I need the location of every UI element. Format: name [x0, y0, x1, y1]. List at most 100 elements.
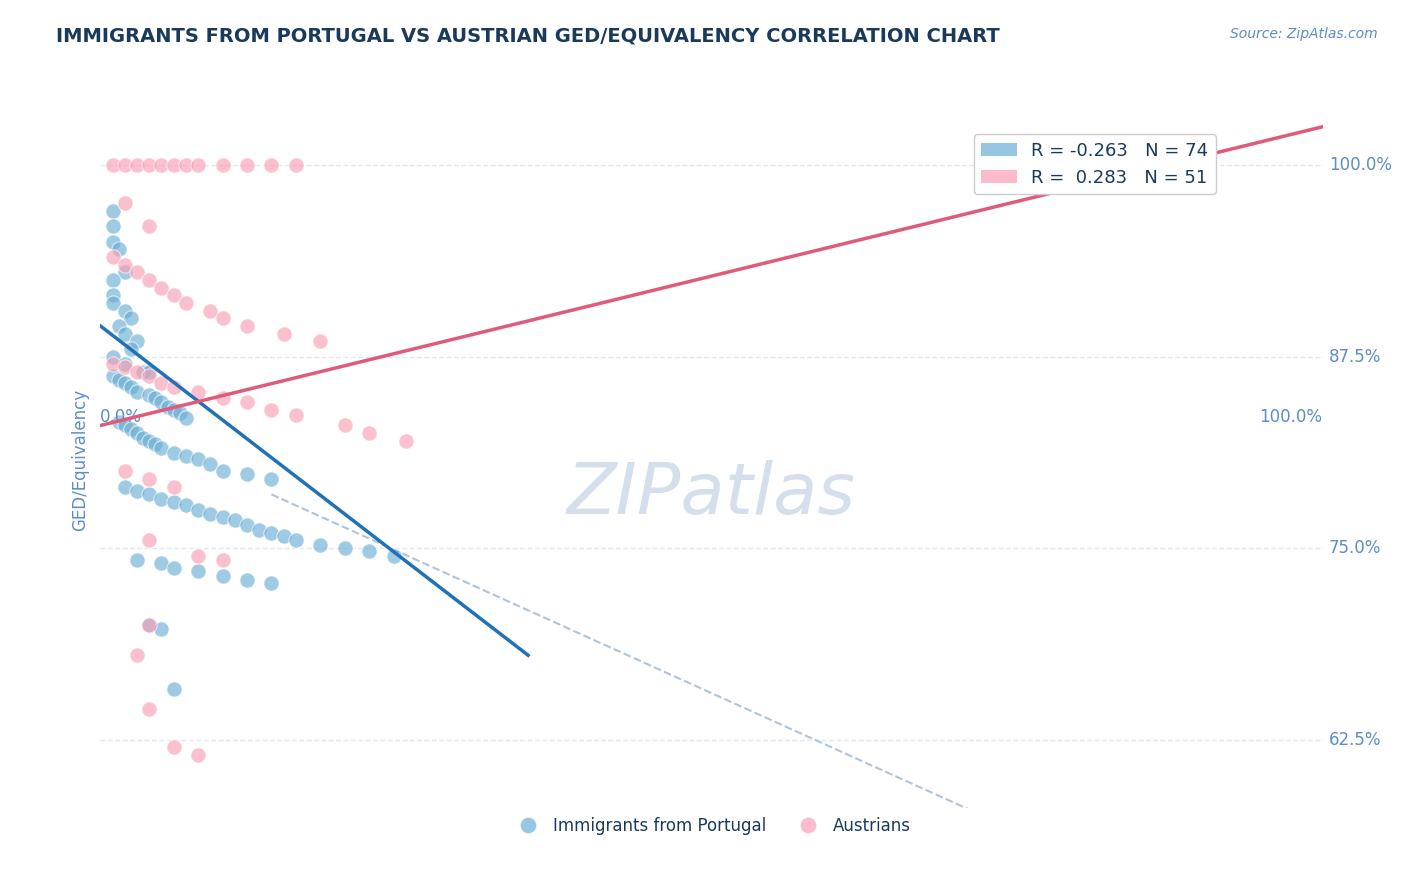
Point: [187, 747, 209, 762]
Point: [125, 384, 148, 399]
Point: [174, 498, 197, 512]
Point: [138, 487, 160, 501]
Point: [211, 568, 233, 582]
Point: [211, 465, 233, 479]
Point: [101, 357, 124, 371]
Point: [101, 235, 124, 249]
Point: [187, 384, 209, 399]
Point: [101, 288, 124, 302]
Point: [138, 365, 160, 379]
Point: [150, 442, 173, 456]
Text: 87.5%: 87.5%: [1329, 348, 1381, 366]
Point: [132, 365, 155, 379]
Point: [211, 510, 233, 524]
Point: [143, 437, 166, 451]
Point: [395, 434, 418, 448]
Point: [114, 360, 136, 375]
Text: 62.5%: 62.5%: [1329, 731, 1381, 748]
Point: [101, 250, 124, 264]
Text: 100.0%: 100.0%: [1329, 156, 1392, 174]
Point: [163, 561, 186, 575]
Point: [260, 472, 283, 486]
Text: IMMIGRANTS FROM PORTUGAL VS AUSTRIAN GED/EQUIVALENCY CORRELATION CHART: IMMIGRANTS FROM PORTUGAL VS AUSTRIAN GED…: [56, 27, 1000, 45]
Text: 0.0%: 0.0%: [100, 408, 142, 425]
Point: [107, 242, 129, 256]
Point: [273, 529, 295, 543]
Point: [150, 280, 173, 294]
Point: [125, 265, 148, 279]
Point: [125, 553, 148, 567]
Point: [138, 617, 160, 632]
Point: [163, 403, 186, 417]
Point: [163, 380, 186, 394]
Point: [163, 480, 186, 494]
Point: [260, 525, 283, 540]
Point: [211, 553, 233, 567]
Point: [114, 480, 136, 494]
Point: [107, 318, 129, 333]
Point: [138, 273, 160, 287]
Point: [150, 557, 173, 571]
Point: [138, 158, 160, 172]
Point: [359, 544, 381, 558]
Point: [125, 484, 148, 499]
Point: [247, 523, 270, 537]
Point: [273, 326, 295, 341]
Point: [132, 431, 155, 445]
Point: [101, 273, 124, 287]
Point: [224, 513, 246, 527]
Point: [138, 472, 160, 486]
Point: [211, 311, 233, 326]
Point: [200, 303, 222, 318]
Point: [309, 538, 332, 552]
Point: [125, 648, 148, 663]
Point: [150, 491, 173, 506]
Point: [114, 158, 136, 172]
Point: [163, 740, 186, 755]
Point: [120, 342, 142, 356]
Point: [156, 400, 179, 414]
Point: [114, 357, 136, 371]
Point: [236, 318, 259, 333]
Point: [120, 421, 142, 435]
Point: [138, 219, 160, 234]
Point: [138, 434, 160, 448]
Point: [120, 380, 142, 394]
Point: [284, 533, 307, 548]
Point: [138, 369, 160, 384]
Point: [260, 576, 283, 591]
Point: [114, 376, 136, 390]
Point: [101, 204, 124, 219]
Point: [138, 533, 160, 548]
Point: [187, 452, 209, 467]
Point: [101, 219, 124, 234]
Point: [236, 467, 259, 482]
Point: [101, 350, 124, 364]
Point: [150, 158, 173, 172]
Point: [150, 622, 173, 636]
Point: [284, 158, 307, 172]
Point: [125, 158, 148, 172]
Point: [187, 158, 209, 172]
Point: [101, 158, 124, 172]
Point: [187, 549, 209, 563]
Point: [150, 376, 173, 390]
Point: [174, 410, 197, 425]
Point: [163, 288, 186, 302]
Text: Source: ZipAtlas.com: Source: ZipAtlas.com: [1230, 27, 1378, 41]
Point: [125, 365, 148, 379]
Point: [187, 502, 209, 516]
Point: [169, 406, 191, 420]
Point: [114, 196, 136, 211]
Point: [260, 158, 283, 172]
Y-axis label: GED/Equivalency: GED/Equivalency: [72, 389, 89, 531]
Point: [114, 303, 136, 318]
Legend: Immigrants from Portugal, Austrians: Immigrants from Portugal, Austrians: [505, 811, 918, 842]
Point: [138, 617, 160, 632]
Point: [211, 158, 233, 172]
Point: [284, 408, 307, 422]
Point: [114, 326, 136, 341]
Point: [174, 158, 197, 172]
Point: [163, 495, 186, 509]
Point: [163, 681, 186, 696]
